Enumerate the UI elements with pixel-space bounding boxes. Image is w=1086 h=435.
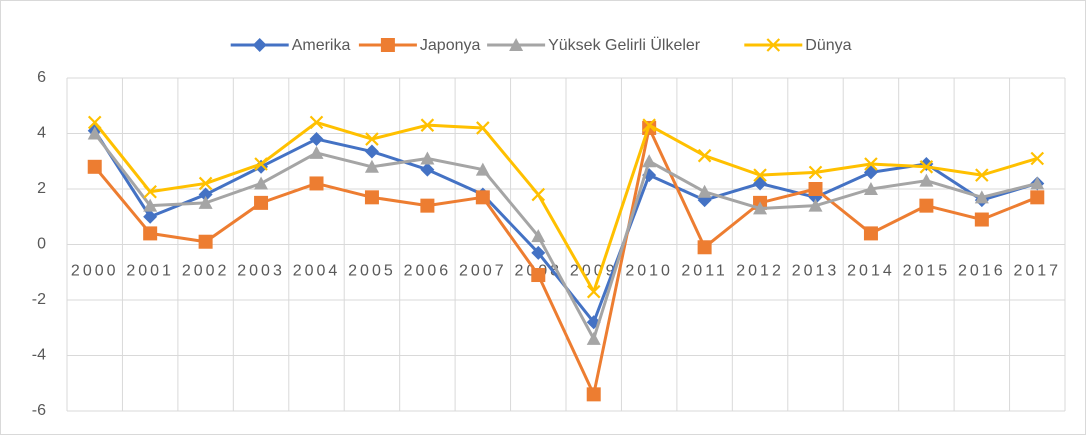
data-point (1030, 190, 1045, 205)
x-tick-label: 2006 (404, 263, 452, 280)
data-point (198, 234, 213, 249)
legend-label: Yüksek Gelirli Ülkeler (548, 36, 701, 54)
legend-marker (252, 38, 267, 52)
y-tick-label: -6 (32, 402, 46, 419)
data-point (1030, 151, 1045, 166)
legend-item: Dünya (744, 37, 852, 54)
data-point (697, 184, 712, 198)
data-point (919, 160, 934, 174)
data-point (919, 173, 934, 187)
x-tick-label: 2002 (182, 263, 230, 280)
x-tick-label: 2013 (792, 263, 840, 280)
x-tick-label: 2012 (736, 263, 784, 280)
x-tick-label: 2000 (71, 263, 119, 280)
data-point (143, 209, 158, 224)
data-point (309, 115, 324, 130)
x-tick-label: 2016 (958, 263, 1006, 280)
data-point (364, 144, 379, 159)
y-tick-label: 4 (37, 125, 46, 142)
legend-item: Amerika (230, 37, 351, 54)
data-point (808, 182, 823, 196)
data-point (697, 148, 712, 163)
data-point (475, 190, 490, 205)
data-point (198, 195, 213, 209)
x-tick-label: 2007 (459, 263, 507, 280)
data-point (974, 190, 989, 204)
legend-marker (766, 38, 781, 52)
data-point (198, 176, 213, 191)
data-point (975, 168, 989, 182)
x-tick-label: 2005 (348, 263, 396, 280)
data-point (143, 198, 158, 212)
legend-label: Japonya (420, 37, 481, 54)
x-tick-label: 2004 (293, 263, 341, 280)
legend-item: Yüksek Gelirli Ülkeler (487, 36, 701, 54)
legend-marker (509, 38, 524, 51)
data-point (420, 198, 435, 213)
data-point (531, 245, 546, 260)
legend-item: Japonya (358, 37, 481, 54)
data-point (476, 121, 490, 135)
legend-label: Amerika (292, 37, 351, 54)
data-point (254, 195, 269, 210)
data-point (586, 387, 601, 402)
data-point (531, 229, 546, 243)
data-point (586, 331, 601, 345)
y-tick-label: 6 (37, 69, 46, 86)
data-point (254, 159, 269, 174)
data-point (919, 198, 934, 213)
data-point (974, 212, 989, 227)
data-point (254, 157, 268, 171)
data-point (642, 118, 656, 132)
series-line (93, 120, 1038, 294)
data-point (309, 145, 324, 159)
data-point (198, 187, 213, 202)
legend-marker (380, 38, 395, 52)
data-point (87, 115, 102, 130)
x-tick-label: 2015 (903, 263, 951, 280)
data-point (420, 151, 435, 165)
data-point (364, 159, 379, 173)
x-tick-label: 2014 (847, 263, 895, 280)
x-tick-label: 2011 (681, 263, 727, 280)
series-line (93, 126, 1038, 396)
y-tick-label: 0 (37, 236, 46, 253)
data-point (531, 268, 546, 283)
data-point (864, 157, 878, 171)
x-tick-label: 2003 (237, 263, 285, 280)
data-point (87, 126, 102, 140)
data-point (87, 159, 102, 174)
legend-label: Dünya (805, 37, 851, 54)
y-tick-label: 2 (37, 180, 46, 197)
data-point (753, 201, 768, 215)
x-tick-label: 2001 (126, 263, 174, 280)
data-point (309, 132, 324, 147)
data-point (420, 162, 435, 177)
data-point (309, 176, 324, 191)
data-point (364, 190, 379, 205)
data-point (753, 168, 767, 182)
data-point (863, 182, 878, 195)
series-line (93, 132, 1038, 341)
data-point (808, 198, 823, 212)
y-tick-label: -4 (32, 347, 46, 364)
data-point (863, 226, 878, 241)
data-point (642, 154, 657, 168)
data-point (254, 176, 269, 190)
x-tick-label: 2017 (1013, 263, 1061, 280)
data-point (586, 284, 601, 299)
data-point (1030, 176, 1045, 190)
data-point (697, 240, 712, 255)
data-point (808, 165, 823, 180)
data-point (420, 118, 435, 132)
data-point (475, 162, 490, 176)
data-point (143, 226, 158, 241)
data-point (531, 187, 546, 202)
x-tick-label: 2010 (625, 263, 673, 280)
y-tick-label: -2 (32, 291, 46, 308)
data-point (143, 184, 157, 199)
data-point (365, 132, 379, 146)
